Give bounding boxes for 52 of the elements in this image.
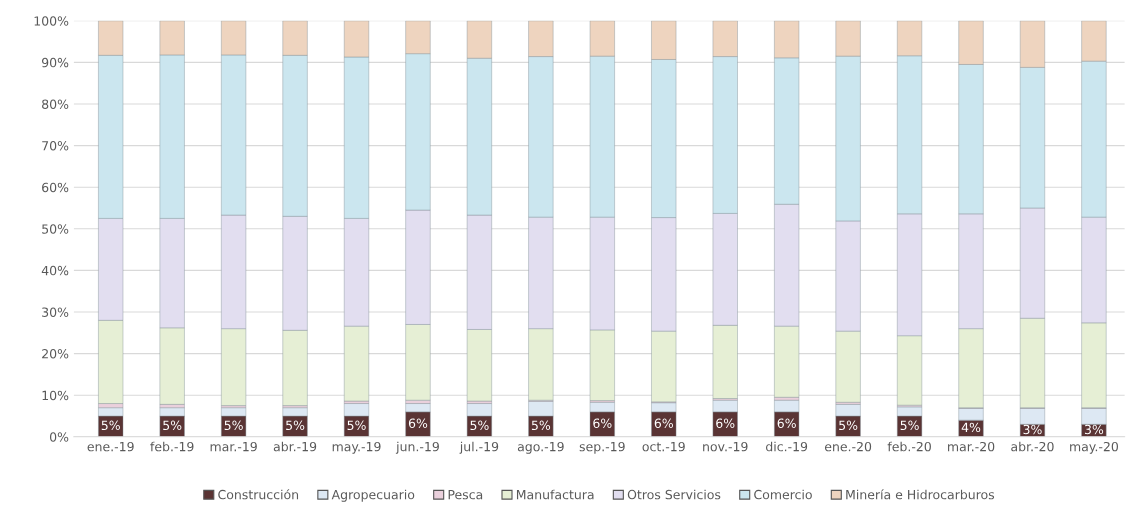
- data-label: 5%: [101, 420, 120, 431]
- x-tick-label: feb.-20: [887, 441, 931, 452]
- y-tick-label: 50%: [42, 224, 69, 234]
- y-tick-label: 70%: [42, 141, 69, 151]
- legend-label: Otros Servicios: [627, 489, 721, 500]
- y-tick-label: 40%: [41, 265, 69, 276]
- y-tick-label: 0%: [49, 432, 69, 442]
- data-label: 5%: [900, 420, 919, 431]
- y-tick-label: 20%: [42, 349, 69, 359]
- x-tick-label: may.-20: [1070, 441, 1119, 454]
- data-label: 5%: [224, 420, 243, 431]
- legend-label: Comercio: [754, 489, 812, 500]
- legend-label: Pesca: [448, 490, 483, 500]
- data-label: 3%: [1084, 424, 1104, 435]
- x-tick-label: feb.-19: [150, 441, 194, 452]
- x-tick-label: abr.-20: [1011, 441, 1054, 452]
- x-tick-label: dic.-19: [766, 441, 808, 452]
- legend-label: Manufactura: [516, 489, 594, 500]
- data-label: 6%: [654, 418, 673, 428]
- data-label: 6%: [777, 418, 796, 428]
- data-label: 3%: [1023, 424, 1042, 435]
- x-tick-label: jul.-19: [459, 441, 499, 454]
- legend-label: Agropecuario: [331, 489, 415, 502]
- x-tick-label: ago.-19: [517, 441, 564, 454]
- x-tick-label: mar.-20: [948, 441, 995, 452]
- data-label: 5%: [839, 420, 858, 431]
- legend-label: Minería e Hidrocarburos: [846, 489, 995, 500]
- x-tick-label: may.-19: [332, 441, 381, 454]
- y-tick-label: 30%: [42, 307, 69, 317]
- data-label: 6%: [408, 418, 428, 428]
- x-tick-label: sep.-19: [579, 441, 625, 454]
- data-label: 5%: [531, 420, 551, 431]
- y-tick-label: 60%: [42, 182, 69, 193]
- data-label: 5%: [286, 420, 305, 431]
- data-label: 6%: [716, 418, 735, 428]
- x-tick-label: ene.-19: [87, 441, 134, 452]
- y-tick-label: 100%: [34, 16, 69, 26]
- y-tick-label: 80%: [42, 99, 69, 109]
- data-label: 5%: [470, 420, 489, 431]
- x-tick-label: oct.-19: [642, 441, 685, 452]
- x-tick-label: jun.-19: [395, 441, 439, 454]
- x-tick-label: ene.-20: [824, 441, 872, 452]
- x-tick-label: abr.-19: [273, 441, 317, 452]
- data-label: 5%: [163, 420, 182, 431]
- data-label: 6%: [593, 418, 612, 428]
- x-tick-label: mar.-19: [210, 441, 257, 452]
- y-tick-label: 90%: [41, 57, 69, 68]
- data-label: 4%: [961, 422, 981, 433]
- legend-label: Construcción: [218, 489, 299, 500]
- x-tick-label: nov.-19: [703, 441, 748, 452]
- data-label: 5%: [347, 420, 366, 431]
- y-tick-label: 10%: [42, 390, 69, 401]
